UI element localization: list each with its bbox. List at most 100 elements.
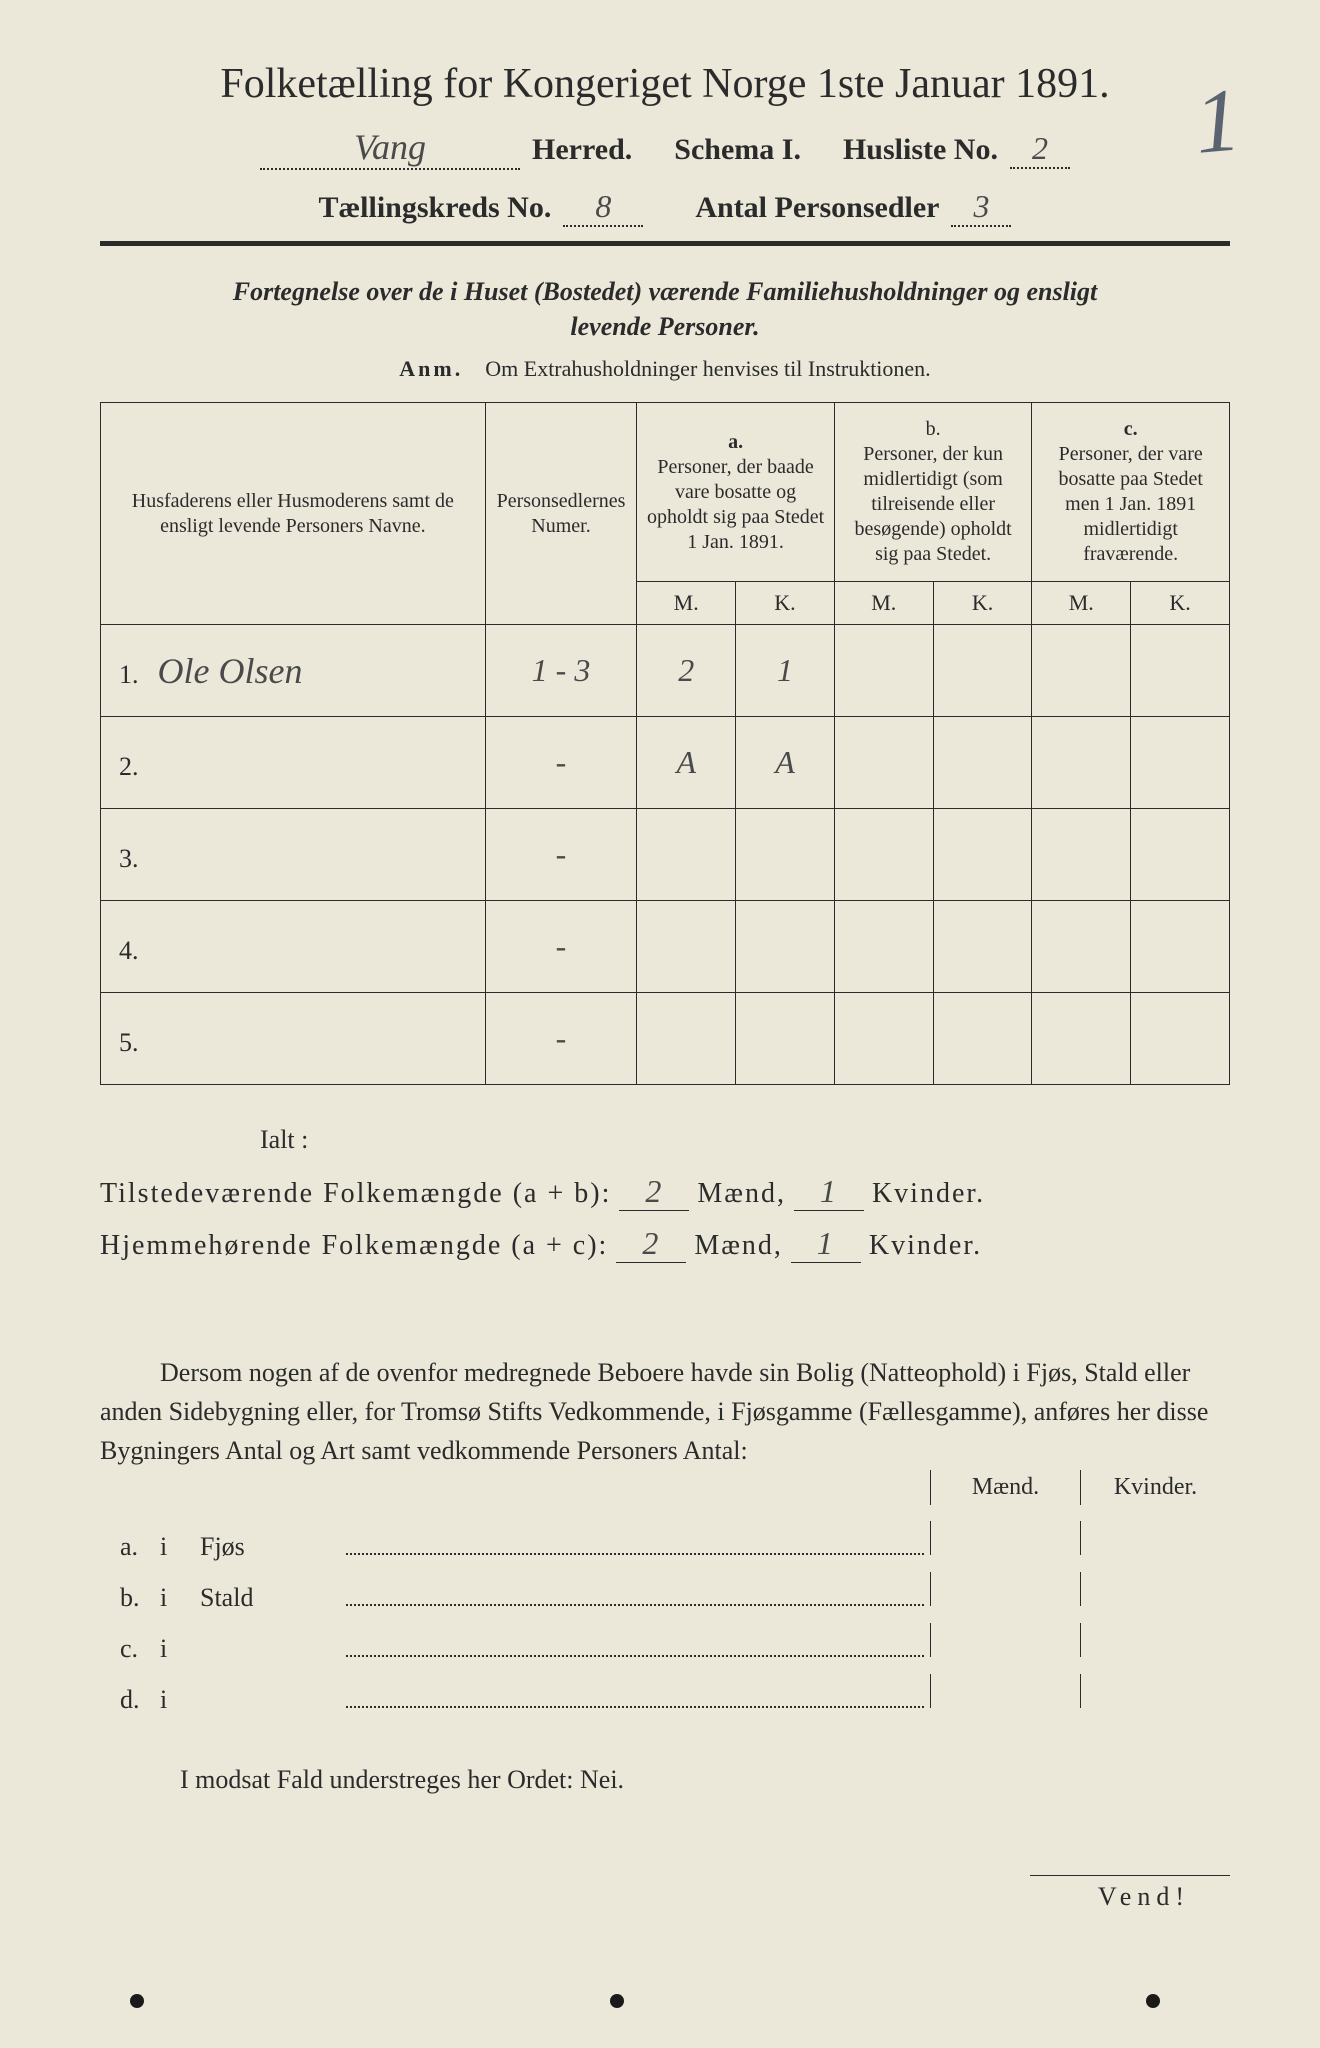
maend-label-2: Mænd, — [694, 1230, 783, 1262]
row-c-k — [1131, 717, 1230, 809]
kreds-value: 8 — [563, 188, 643, 227]
table-row: 4. - — [101, 901, 1230, 993]
row-name-cell: 3. — [101, 809, 486, 901]
row-b-k — [933, 809, 1032, 901]
col-a-label: a. — [728, 431, 743, 453]
header-line-kreds: Tællingskreds No. 8 Antal Personsedler 3 — [100, 188, 1230, 227]
side-kvinder-header: Kvinder. — [1080, 1470, 1230, 1505]
building-row: b.iStald — [100, 1572, 1230, 1613]
intro-line1: Fortegnelse over de i Huset (Bostedet) v… — [233, 277, 1098, 306]
side-row-type: Fjøs — [200, 1532, 340, 1562]
table-row: 5. - — [101, 993, 1230, 1085]
building-row: a.iFjøs — [100, 1521, 1230, 1562]
row-a-k: 1 — [736, 625, 835, 717]
row-b-k — [933, 901, 1032, 993]
row-b-m — [834, 901, 933, 993]
row-b-m — [834, 809, 933, 901]
row-c-m — [1032, 809, 1131, 901]
header-line-herred: Vang Herred. Schema I. Husliste No. 2 — [100, 126, 1230, 170]
husliste-value: 2 — [1010, 130, 1070, 169]
side-row-i: i — [160, 1532, 200, 1562]
herred-value: Vang — [260, 126, 520, 170]
row-b-k — [933, 993, 1032, 1085]
col-num-text: Personsedlernes Numer. — [497, 490, 626, 537]
row-a-m — [637, 809, 736, 901]
row-b-m — [834, 625, 933, 717]
row-c-m — [1032, 717, 1131, 809]
side-cols — [930, 1674, 1230, 1708]
building-row: d.i — [100, 1674, 1230, 1715]
col-b-text: Personer, der kun midlertidigt (som tilr… — [855, 443, 1012, 565]
row-c-k — [1131, 993, 1230, 1085]
col-c-label: c. — [1124, 418, 1138, 440]
intro-text: Fortegnelse over de i Huset (Bostedet) v… — [140, 274, 1190, 344]
present-row: Tilstedeværende Folkemængde (a + b): 2 M… — [100, 1173, 1230, 1211]
col-b-label: b. — [926, 418, 941, 440]
row-a-m: 2 — [637, 625, 736, 717]
col-header-b: b. Personer, der kun midlertidigt (som t… — [834, 403, 1032, 582]
col-c-text: Personer, der vare bosatte paa Stedet me… — [1058, 443, 1202, 565]
maend-label: Mænd, — [697, 1178, 786, 1210]
kvinder-label: Kvinder. — [872, 1178, 985, 1210]
side-cols — [930, 1623, 1230, 1657]
building-paragraph: Dersom nogen af de ovenfor medregnede Be… — [100, 1353, 1230, 1470]
form-title: Folketælling for Kongeriget Norge 1ste J… — [100, 60, 1230, 108]
side-row-type: Stald — [200, 1583, 340, 1613]
col-c-m: M. — [1032, 582, 1131, 625]
side-row-label: b. — [100, 1583, 160, 1613]
row-b-m — [834, 993, 933, 1085]
punch-hole — [130, 1994, 144, 2008]
present-label: Tilstedeværende Folkemængde (a + b): — [100, 1178, 611, 1210]
col-c-k: K. — [1131, 582, 1230, 625]
kvinder-label-2: Kvinder. — [869, 1230, 982, 1262]
row-c-k — [1131, 901, 1230, 993]
kreds-label: Tællingskreds No. — [319, 191, 552, 225]
side-row-label: a. — [100, 1532, 160, 1562]
row-b-k — [933, 717, 1032, 809]
nei-line: I modsat Fald understreges her Ordet: Ne… — [100, 1765, 1230, 1795]
resident-k-value: 1 — [791, 1225, 861, 1263]
resident-m-value: 2 — [616, 1225, 686, 1263]
dotted-fill — [346, 1604, 924, 1606]
row-b-m — [834, 717, 933, 809]
punch-hole — [1146, 1994, 1160, 2008]
row-name-cell: 1. Ole Olsen — [101, 625, 486, 717]
row-num-cell: 1 - 3 — [485, 625, 637, 717]
intro-line2: levende Personer. — [570, 312, 759, 341]
side-row-i: i — [160, 1583, 200, 1613]
row-a-m — [637, 901, 736, 993]
totals-section: Ialt : Tilstedeværende Folkemængde (a + … — [100, 1125, 1230, 1263]
row-b-k — [933, 625, 1032, 717]
row-a-m — [637, 993, 736, 1085]
census-form-page: 1 Folketælling for Kongeriget Norge 1ste… — [0, 0, 1320, 2048]
row-num-cell: - — [485, 809, 637, 901]
col-a-k: K. — [736, 582, 835, 625]
col-a-text: Personer, der baade vare bosatte og opho… — [647, 456, 824, 553]
row-num-cell: - — [485, 901, 637, 993]
col-header-a: a. Personer, der baade vare bosatte og o… — [637, 403, 835, 582]
row-a-m: A — [637, 717, 736, 809]
col-b-m: M. — [834, 582, 933, 625]
row-a-k: A — [736, 717, 835, 809]
col-a-m: M. — [637, 582, 736, 625]
row-num-cell: - — [485, 993, 637, 1085]
anm-text: Om Extrahusholdninger henvises til Instr… — [485, 356, 930, 381]
row-c-k — [1131, 809, 1230, 901]
dotted-fill — [346, 1706, 924, 1708]
row-c-m — [1032, 625, 1131, 717]
resident-row: Hjemmehørende Folkemængde (a + c): 2 Mæn… — [100, 1225, 1230, 1263]
row-name-cell: 5. — [101, 993, 486, 1085]
dotted-fill — [346, 1553, 924, 1555]
side-cols — [930, 1572, 1230, 1606]
anm-label: Anm. — [399, 356, 463, 381]
row-name-cell: 2. — [101, 717, 486, 809]
side-row-i: i — [160, 1685, 200, 1715]
schema-label: Schema I. — [674, 133, 801, 167]
punch-hole — [610, 1994, 624, 2008]
side-row-label: c. — [100, 1634, 160, 1664]
annotation-line: Anm. Om Extrahusholdninger henvises til … — [100, 356, 1230, 382]
row-a-k — [736, 809, 835, 901]
row-c-k — [1131, 625, 1230, 717]
household-table: Husfaderens eller Husmoderens samt de en… — [100, 402, 1230, 1085]
table-row: 1. Ole Olsen1 - 321 — [101, 625, 1230, 717]
